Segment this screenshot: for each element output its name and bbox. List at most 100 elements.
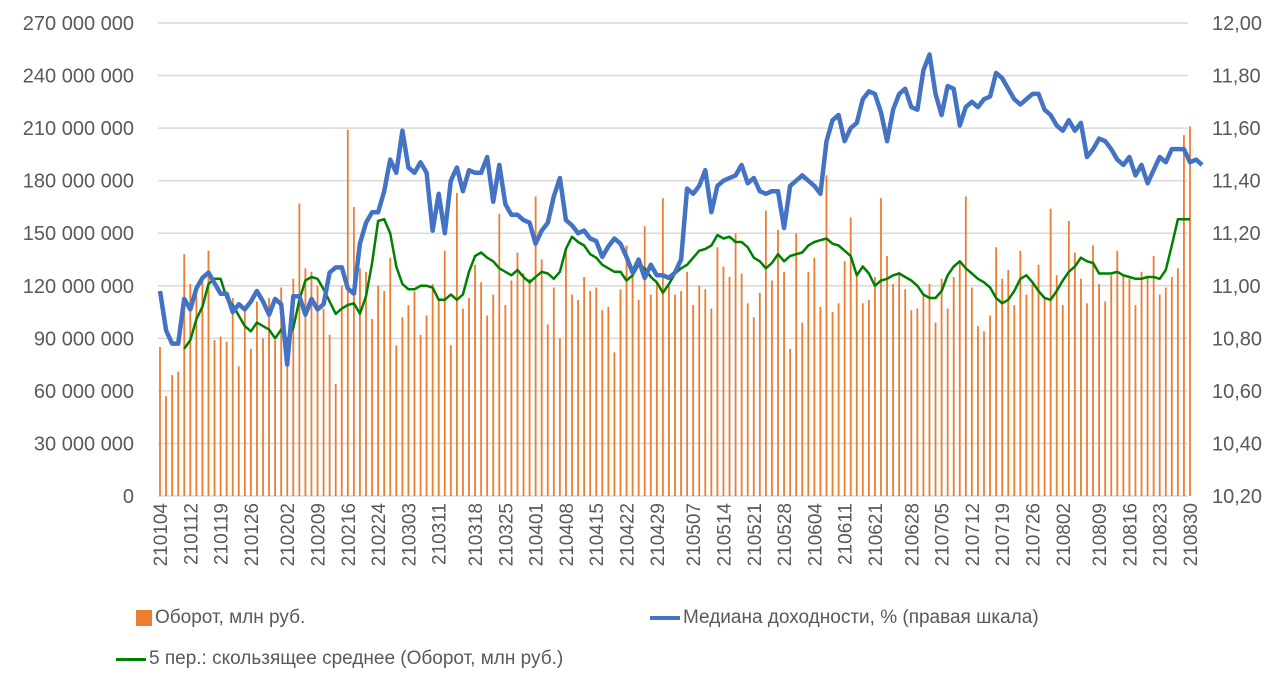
bar: [964, 196, 967, 496]
x-tick-label: 210422: [618, 503, 639, 566]
x-tick-label: 210823: [1151, 503, 1172, 566]
bar: [631, 273, 634, 496]
x-tick-label: 210311: [430, 503, 451, 565]
bar: [340, 285, 343, 496]
bar: [328, 334, 331, 496]
x-tick-label: 210408: [557, 503, 578, 566]
bar: [310, 271, 313, 496]
bar: [371, 319, 373, 496]
bar: [443, 250, 446, 496]
bar: [437, 298, 440, 496]
bar: [867, 299, 870, 496]
x-tick-label: 210202: [278, 503, 299, 566]
bar: [1037, 264, 1040, 496]
bar: [516, 252, 519, 496]
bar: [613, 352, 616, 496]
x-tick-label: 210514: [714, 503, 735, 567]
legend-label-moving-average: 5 пер.: скользящее среднее (Оборот, млн …: [149, 648, 564, 669]
bar: [334, 383, 337, 496]
bar: [1055, 275, 1058, 496]
bar: [455, 192, 458, 496]
bar: [728, 277, 731, 496]
bar: [680, 291, 682, 496]
bar: [1110, 275, 1113, 496]
right-tick-label: 11,60: [1212, 118, 1261, 140]
bar: [407, 305, 410, 496]
x-tick-label: 210104: [151, 503, 172, 567]
x-tick-label: 210429: [648, 503, 669, 566]
bar: [298, 203, 301, 496]
bar: [649, 294, 652, 496]
bar: [359, 268, 361, 496]
bar: [704, 289, 707, 496]
x-tick-label: 210415: [587, 503, 608, 566]
right-tick-label: 11,00: [1212, 276, 1261, 298]
x-tick-label: 210216: [339, 503, 360, 566]
x-tick-label: 210809: [1090, 503, 1111, 566]
bar: [213, 340, 216, 496]
x-tick-label: 210507: [684, 503, 705, 566]
bar: [468, 298, 470, 496]
bar: [843, 261, 846, 496]
bar: [777, 229, 779, 497]
bar: [758, 292, 761, 496]
x-tick-label: 210604: [805, 503, 826, 567]
bar: [1061, 305, 1064, 496]
right-tick-label: 12,00: [1212, 13, 1262, 35]
bar: [395, 345, 398, 496]
bar: [231, 298, 234, 496]
bar: [940, 278, 943, 496]
bar: [1031, 284, 1034, 496]
bar: [722, 266, 725, 496]
bar: [898, 271, 901, 496]
bar: [892, 284, 895, 496]
bar: [1116, 250, 1119, 496]
x-tick-label: 210816: [1120, 503, 1141, 566]
bar: [486, 315, 489, 496]
right-tick-label: 11,80: [1212, 66, 1261, 88]
x-tick-label: 210611: [836, 503, 857, 565]
bar: [916, 308, 919, 496]
bar: [734, 233, 737, 496]
bar: [225, 341, 228, 496]
bar: [413, 291, 416, 496]
legend-swatch-green-line: [116, 657, 146, 661]
bar: [1176, 268, 1179, 496]
x-tick-label: 210726: [1023, 503, 1044, 566]
bar: [1086, 303, 1088, 496]
left-tick-label: 270 000 000: [23, 13, 134, 35]
x-tick-label: 210528: [775, 503, 796, 566]
x-tick-label: 210628: [902, 503, 923, 566]
bar: [431, 284, 434, 496]
bar: [304, 268, 307, 496]
bar: [449, 345, 452, 496]
legend-swatch-blue-line: [650, 616, 680, 620]
bar: [256, 301, 258, 496]
bar: [1104, 301, 1107, 496]
bar: [1043, 298, 1046, 496]
bar: [1128, 278, 1131, 496]
bar: [1170, 277, 1173, 496]
bar: [1140, 271, 1143, 496]
bar: [1146, 277, 1149, 496]
bar: [825, 175, 828, 496]
bar: [571, 294, 573, 496]
bar: [813, 257, 816, 496]
bar: [946, 308, 949, 496]
left-tick-label: 120 000 000: [23, 276, 134, 298]
left-tick-label: 30 000 000: [34, 433, 134, 455]
bar: [189, 284, 192, 496]
bar: [837, 303, 840, 496]
legend-label-median-yield: Медиана доходности, % (правая шкала): [683, 607, 1039, 628]
bar: [534, 196, 537, 496]
x-tick-label: 210303: [399, 503, 420, 566]
left-tick-label: 240 000 000: [23, 66, 134, 88]
x-tick-label: 210126: [242, 503, 263, 566]
bar: [583, 277, 586, 496]
right-tick-label: 10,60: [1212, 381, 1262, 403]
bar: [262, 338, 264, 496]
bar: [377, 285, 380, 496]
bar: [1152, 255, 1155, 496]
bar: [904, 289, 907, 496]
bar: [619, 289, 622, 496]
